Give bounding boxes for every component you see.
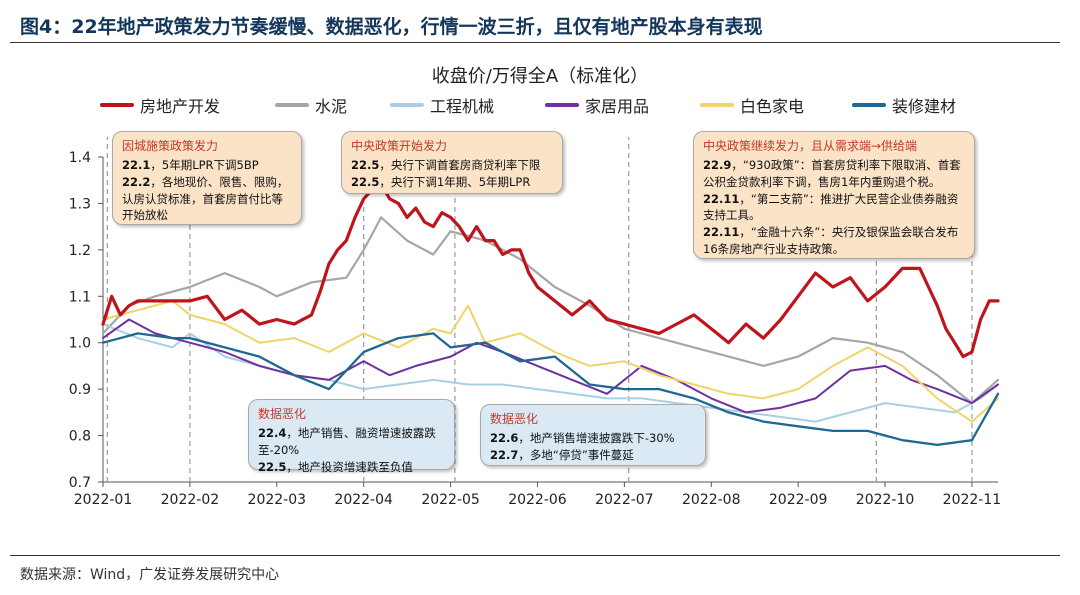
x-tick-label: 2022-03 [248, 492, 307, 508]
annotation-text: ，各地现价、限售、限购，认房认贷标准，首套房首付比等开始放松 [122, 175, 289, 223]
x-tick-label: 2022-05 [421, 492, 480, 508]
y-tick-label: 1.2 [69, 243, 91, 259]
y-tick-label: 1.0 [69, 336, 91, 352]
annotation-date: 22.5 [351, 158, 380, 173]
y-tick-label: 1.1 [69, 289, 91, 305]
y-tick-label: 1.3 [69, 196, 91, 212]
x-tick-label: 2022-10 [856, 492, 915, 508]
annotation-date: 22.5 [351, 175, 380, 190]
x-tick-label: 2022-07 [595, 492, 654, 508]
annotation-head: 数据恶化 [258, 407, 307, 421]
legend-label-decoration: 装修建材 [892, 97, 957, 116]
annotation-date: 22.2 [122, 175, 151, 190]
chart-title: 收盘价/万得全A（标准化） [431, 66, 649, 87]
annotation-line: 22.9，“930政策”：首套房贷利率下限取消、首套公积金贷款利率下调，售房1年… [703, 157, 965, 190]
legend-item-appliance: 白色家电 [700, 93, 804, 117]
series-line-水泥 [101, 216, 1000, 405]
legend-item-cement: 水泥 [275, 93, 347, 117]
x-tick-label: 2022-01 [74, 492, 133, 508]
legend-swatch-appliance [700, 103, 734, 107]
annotation-text: ，地产投资增速跌至负值 [286, 459, 413, 474]
annotation-text: ，央行下调首套房商贷利率下限 [379, 158, 541, 173]
annotation-text: ，地产销售增速披露跌下-30% [518, 431, 675, 446]
legend-swatch-machinery [390, 103, 424, 107]
annotation-date: 22.11 [703, 191, 740, 206]
legend-swatch-furniture [545, 103, 579, 107]
legend-label-furniture: 家居用品 [585, 97, 650, 116]
annotation-line: 22.6，地产销售增速披露跌下-30% [490, 430, 696, 447]
annotation-date: 22.9 [703, 158, 732, 173]
series-line-装修建材 [101, 332, 1000, 447]
annotation-line: 22.11，“第二支箭”：推进扩大民营企业债券融资支持工具。 [703, 191, 965, 224]
annotation-line: 22.5，央行下调1年期、5年期LPR [351, 174, 553, 191]
x-tick-label: 2022-06 [508, 492, 567, 508]
annotation-data-worsen-2: 数据恶化 22.6，地产销售增速披露跌下-30% 22.7，多地“停贷”事件蔓延 [480, 404, 706, 466]
annotation-date: 22.6 [490, 431, 519, 446]
legend-item-machinery: 工程机械 [390, 93, 494, 117]
annotation-text: ，5年期LPR下调5BP [150, 158, 259, 173]
annotation-line: 22.1，5年期LPR下调5BP [122, 157, 292, 174]
x-tick-label: 2022-09 [769, 492, 828, 508]
annotation-text: ，多地“停贷”事件蔓延 [518, 448, 634, 463]
annotation-line: 22.7，多地“停贷”事件蔓延 [490, 447, 696, 464]
y-tick-label: 1.4 [69, 150, 91, 166]
y-tick-label: 0.7 [69, 475, 91, 491]
legend-item-decoration: 装修建材 [852, 93, 956, 117]
top-rule [10, 42, 1060, 43]
annotation-text: ，“第二支箭”：推进扩大民营企业债券融资支持工具。 [703, 191, 959, 223]
annotation-line: 22.5，地产投资增速跌至负值 [258, 459, 445, 476]
series-line-家居用品 [102, 318, 999, 414]
annotation-central-policy-continue: 中央政策继续发力，且从需求端→供给端 22.9，“930政策”：首套房贷利率下限… [693, 131, 975, 259]
x-tick-label: 2022-08 [682, 492, 741, 508]
legend-label-real-estate: 房地产开发 [140, 97, 221, 116]
figure-title: 图4：22年地产政策发力节奏缓慢、数据恶化，行情一波三折，且仅有地产股本身有表现 [20, 16, 763, 38]
annotation-date: 22.7 [490, 448, 519, 463]
annotation-date: 22.5 [258, 459, 287, 474]
legend-swatch-real-estate [100, 103, 134, 107]
annotation-head: 数据恶化 [490, 412, 539, 426]
annotation-head: 因城施策政策发力 [122, 139, 219, 153]
y-tick-label: 0.8 [69, 429, 91, 445]
legend-item-real-estate: 房地产开发 [100, 93, 220, 117]
annotation-date: 22.11 [703, 225, 740, 240]
annotation-text: ，地产销售、融资增速披露跌至-20% [258, 426, 436, 458]
annotation-data-worsen-1: 数据恶化 22.4，地产销售、融资增速披露跌至-20% 22.5，地产投资增速跌… [248, 399, 455, 474]
annotation-text: ，央行下调1年期、5年期LPR [379, 175, 531, 190]
series-line-白色家电 [102, 299, 999, 423]
annotation-local-policy: 因城施策政策发力 22.1，5年期LPR下调5BP 22.2，各地现价、限售、限… [112, 131, 302, 225]
legend-item-furniture: 家居用品 [545, 93, 649, 117]
bottom-rule [10, 555, 1060, 556]
annotation-line: 22.4，地产销售、融资增速披露跌至-20% [258, 425, 445, 458]
x-tick-label: 2022-04 [334, 492, 393, 508]
annotation-text: ，“金融十六条”：央行及银保监会联合发布16条房地产行业支持政策。 [703, 225, 959, 256]
legend-label-machinery: 工程机械 [430, 97, 495, 116]
series-line-房地产开发 [101, 183, 1000, 359]
source-note: 数据来源：Wind，广发证券发展研究中心 [20, 567, 280, 583]
legend-label-appliance: 白色家电 [740, 97, 805, 116]
x-tick-label: 2022-11 [943, 492, 1002, 508]
legend-swatch-decoration [852, 103, 886, 107]
legend-label-cement: 水泥 [315, 97, 348, 116]
annotation-line: 22.2，各地现价、限售、限购，认房认贷标准，首套房首付比等开始放松 [122, 174, 292, 224]
annotation-text: ，“930政策”：首套房贷利率下限取消、首套公积金贷款利率下调，售房1年内重购退… [703, 158, 961, 190]
series-line-工程机械 [102, 323, 999, 423]
annotation-line: 22.5，央行下调首套房商贷利率下限 [351, 157, 553, 174]
annotation-date: 22.1 [122, 158, 151, 173]
x-tick-label: 2022-02 [161, 492, 220, 508]
annotation-head: 中央政策继续发力，且从需求端→供给端 [703, 139, 918, 153]
annotation-date: 22.4 [258, 426, 287, 441]
annotation-central-policy-start: 中央政策开始发力 22.5，央行下调首套房商贷利率下限 22.5，央行下调1年期… [341, 131, 563, 194]
annotation-head: 中央政策开始发力 [351, 139, 448, 153]
y-tick-label: 0.9 [69, 382, 91, 398]
annotation-line: 22.11，“金融十六条”：央行及银保监会联合发布16条房地产行业支持政策。 [703, 224, 965, 257]
legend-swatch-cement [275, 103, 309, 107]
